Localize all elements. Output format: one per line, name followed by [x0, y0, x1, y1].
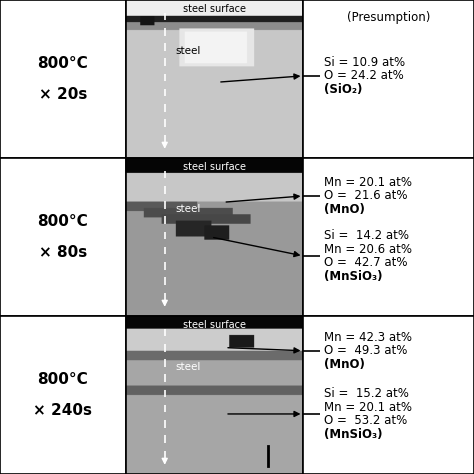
Text: (MnO): (MnO) [324, 358, 365, 371]
Text: Mn = 20.6 at%: Mn = 20.6 at% [324, 243, 412, 256]
Text: O =  21.6 at%: O = 21.6 at% [324, 190, 407, 202]
Text: 800°C: 800°C [37, 214, 88, 228]
Text: (Presumption): (Presumption) [347, 11, 430, 24]
Text: steel: steel [175, 203, 201, 214]
Text: O =  49.3 at%: O = 49.3 at% [324, 344, 407, 357]
Text: 800°C: 800°C [37, 56, 88, 71]
Text: Si =  14.2 at%: Si = 14.2 at% [324, 229, 409, 242]
Text: Si = 10.9 at%: Si = 10.9 at% [324, 56, 405, 69]
Text: × 240s: × 240s [33, 403, 92, 418]
Text: O =  53.2 at%: O = 53.2 at% [324, 414, 407, 427]
Text: steel: steel [175, 46, 201, 55]
Text: 800°C: 800°C [37, 372, 88, 387]
Text: Si =  15.2 at%: Si = 15.2 at% [324, 387, 409, 401]
Text: × 80s: × 80s [39, 246, 87, 260]
Text: Mn = 20.1 at%: Mn = 20.1 at% [324, 401, 412, 414]
Text: steel surface: steel surface [183, 320, 246, 330]
Text: (MnSiO₃): (MnSiO₃) [324, 270, 383, 283]
Text: steel surface: steel surface [183, 4, 246, 14]
Text: × 20s: × 20s [38, 87, 87, 102]
Text: O = 24.2 at%: O = 24.2 at% [324, 69, 403, 82]
Text: (MnO): (MnO) [324, 203, 365, 216]
Text: Mn = 42.3 at%: Mn = 42.3 at% [324, 331, 412, 344]
Text: steel: steel [175, 362, 201, 372]
Text: (SiO₂): (SiO₂) [324, 83, 362, 96]
Text: (MnSiO₃): (MnSiO₃) [324, 428, 383, 441]
Text: Mn = 20.1 at%: Mn = 20.1 at% [324, 176, 412, 189]
Text: O =  42.7 at%: O = 42.7 at% [324, 256, 407, 269]
Text: steel surface: steel surface [183, 162, 246, 172]
